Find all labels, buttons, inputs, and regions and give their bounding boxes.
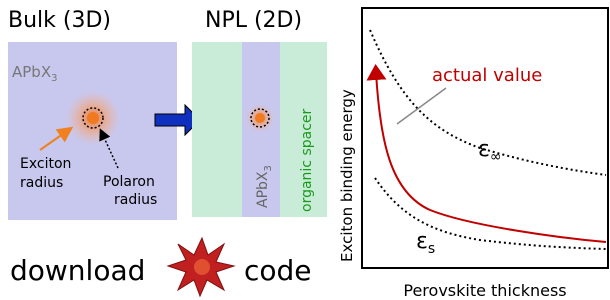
material-text: APbX: [12, 63, 51, 81]
y-axis-label: Exciton binding energy: [338, 89, 356, 262]
material-sub: 3: [263, 165, 274, 171]
figure: Bulk (3D) APbX3 Exciton radius Polaron r…: [0, 0, 610, 300]
eps-inf-label: ε∞: [478, 137, 502, 165]
eps-text: ε: [416, 229, 428, 254]
bulk-material: APbX3: [12, 63, 57, 84]
material-text: APbX: [255, 171, 271, 208]
exciton-dot: [87, 112, 99, 124]
polaron-label: Polaron: [103, 174, 155, 190]
eps-sub: s: [428, 241, 435, 257]
icon-center: [194, 259, 210, 275]
polaron-label: radius: [114, 192, 157, 208]
spacer-label: organic spacer: [299, 108, 315, 212]
bulk-title: Bulk (3D): [8, 8, 111, 33]
eps-text: ε: [478, 137, 490, 162]
eps-s-label: εs: [416, 229, 435, 257]
actual-label: actual value: [432, 65, 542, 86]
npl-title: NPL (2D): [205, 8, 302, 33]
actual-pointer: [397, 88, 446, 124]
x-axis-label: Perovskite thickness: [403, 281, 566, 300]
eps-sub: ∞: [490, 149, 502, 165]
code-text: code: [244, 254, 312, 287]
exciton-label: Exciton: [20, 156, 71, 172]
exciton-label: radius: [20, 175, 63, 191]
material-sub: 3: [51, 73, 57, 84]
download-text: download: [10, 254, 145, 287]
exciton-dot: [255, 113, 265, 123]
